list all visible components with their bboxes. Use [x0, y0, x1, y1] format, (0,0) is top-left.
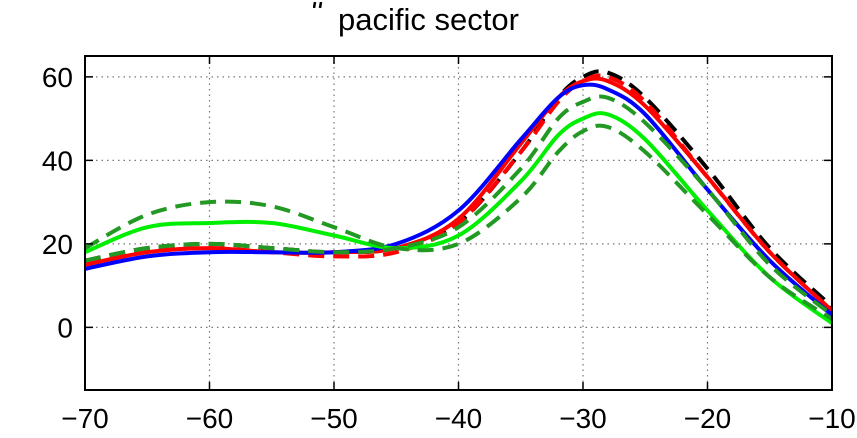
- y-tick-label: 0: [57, 312, 73, 343]
- x-tick-label: −10: [808, 403, 856, 434]
- x-tick-label: −50: [310, 403, 358, 434]
- x-tick-label: −20: [684, 403, 732, 434]
- x-tick-label: −40: [435, 403, 483, 434]
- series-line-3: [85, 76, 832, 313]
- tick-labels: −70 −60 −50 −40 −30 −20 −10 0 20 40 60: [42, 62, 856, 434]
- y-tick-label: 20: [42, 229, 73, 260]
- series-line-7: [85, 94, 832, 317]
- grid-lines: [85, 56, 832, 390]
- series-line-4: [85, 82, 832, 317]
- x-tick-label: −70: [61, 403, 109, 434]
- series-line-5: [85, 111, 832, 325]
- series-line-6: [85, 123, 832, 321]
- y-tick-label: 40: [42, 145, 73, 176]
- chart-title: pacific sector: [338, 2, 519, 37]
- series-layer: [85, 69, 832, 325]
- ticks-layer: [84, 56, 833, 390]
- title-glyph-marks: [313, 2, 323, 8]
- x-tick-label: −60: [186, 403, 234, 434]
- x-tick-label: −30: [559, 403, 607, 434]
- y-tick-label: 60: [42, 62, 73, 93]
